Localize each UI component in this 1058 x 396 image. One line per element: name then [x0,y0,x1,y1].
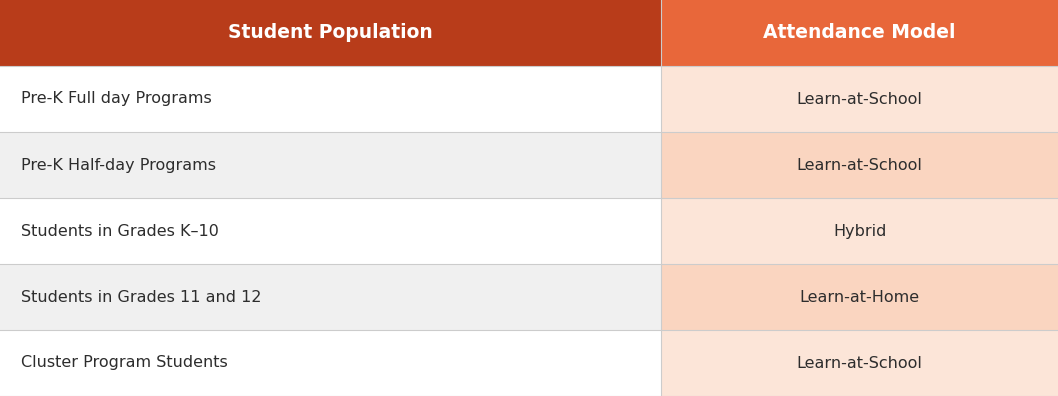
Text: Hybrid: Hybrid [833,223,887,238]
FancyBboxPatch shape [0,198,661,264]
Text: Learn-at-School: Learn-at-School [797,356,923,371]
FancyBboxPatch shape [0,132,661,198]
FancyBboxPatch shape [661,330,1058,396]
FancyBboxPatch shape [0,0,661,66]
Text: Pre-K Half-day Programs: Pre-K Half-day Programs [21,158,216,173]
Text: Learn-at-School: Learn-at-School [797,158,923,173]
Text: Learn-at-Home: Learn-at-Home [800,289,919,305]
Text: Students in Grades 11 and 12: Students in Grades 11 and 12 [21,289,261,305]
FancyBboxPatch shape [661,264,1058,330]
FancyBboxPatch shape [0,330,661,396]
Text: Learn-at-School: Learn-at-School [797,91,923,107]
FancyBboxPatch shape [0,66,661,132]
FancyBboxPatch shape [661,132,1058,198]
Text: Pre-K Full day Programs: Pre-K Full day Programs [21,91,212,107]
Text: Cluster Program Students: Cluster Program Students [21,356,227,371]
FancyBboxPatch shape [0,264,661,330]
FancyBboxPatch shape [661,66,1058,132]
Text: Attendance Model: Attendance Model [764,23,955,42]
FancyBboxPatch shape [661,0,1058,66]
FancyBboxPatch shape [661,198,1058,264]
Text: Student Population: Student Population [229,23,433,42]
Text: Students in Grades K–10: Students in Grades K–10 [21,223,219,238]
